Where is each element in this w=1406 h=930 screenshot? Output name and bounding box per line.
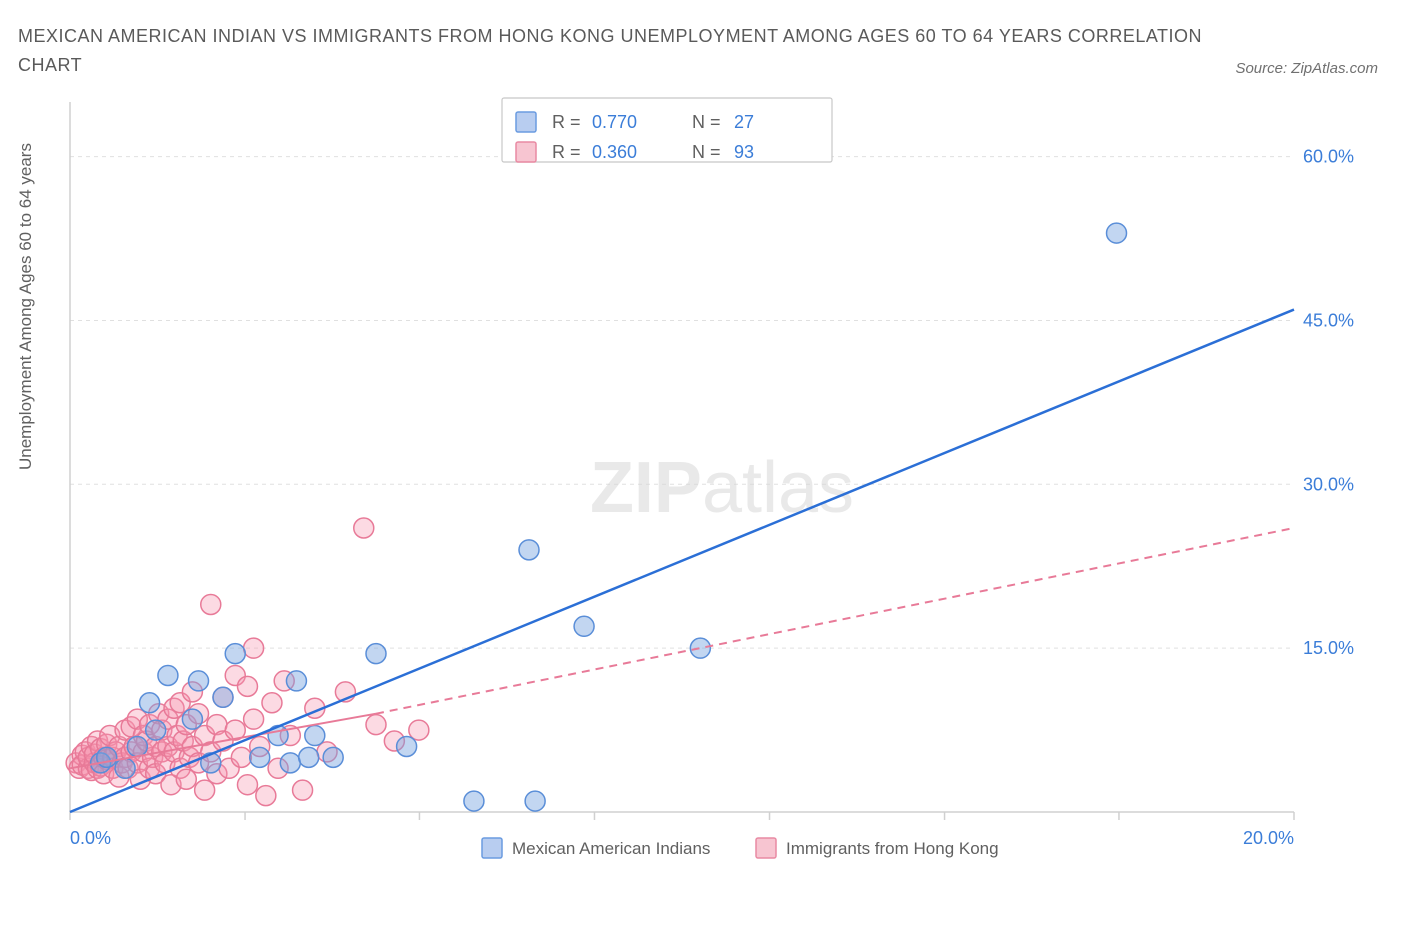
y-tick-label: 60.0% [1303,147,1354,167]
data-point [146,720,166,740]
data-point [286,671,306,691]
y-tick-label: 45.0% [1303,310,1354,330]
data-point [299,747,319,767]
data-point [574,616,594,636]
data-point [293,780,313,800]
data-point [244,709,264,729]
legend-swatch [482,838,502,858]
data-point [366,644,386,664]
data-point [354,518,374,538]
trend-line-pink-dash [376,528,1294,714]
data-point [140,693,160,713]
data-point [250,747,270,767]
stats-n-label: N = [692,142,721,162]
data-point [464,791,484,811]
data-point [1107,223,1127,243]
watermark: ZIPatlas [590,448,854,528]
data-point [244,638,264,658]
stats-n-label: N = [692,112,721,132]
legend-label: Immigrants from Hong Kong [786,839,999,858]
y-tick-label: 30.0% [1303,474,1354,494]
chart-svg: 15.0% 30.0% 45.0% 60.0% ZIPatlas 0.0% 20.0% R =… [62,92,1382,872]
x-tick-label: 0.0% [70,828,111,848]
legend-swatch [516,112,536,132]
data-point [397,736,417,756]
data-point [256,786,276,806]
data-point [97,747,117,767]
data-point [519,540,539,560]
data-point [189,671,209,691]
stats-r-value: 0.770 [592,112,637,132]
data-point [323,747,343,767]
data-point [115,758,135,778]
y-axis-label: Unemployment Among Ages 60 to 64 years [16,143,36,470]
x-tick-label: 20.0% [1243,828,1294,848]
legend-swatch [516,142,536,162]
chart-title: MEXICAN AMERICAN INDIAN VS IMMIGRANTS FR… [18,22,1206,80]
data-point [237,676,257,696]
y-tick-label: 15.0% [1303,638,1354,658]
data-point [280,753,300,773]
stats-r-value: 0.360 [592,142,637,162]
data-point [366,715,386,735]
data-point [231,747,251,767]
stats-r-label: R = [552,112,581,132]
stats-n-value: 27 [734,112,754,132]
data-point [690,638,710,658]
data-point [158,665,178,685]
data-point [262,693,282,713]
source-attribution: Source: ZipAtlas.com [1235,60,1378,77]
legend-swatch [756,838,776,858]
data-point [213,687,233,707]
data-point [525,791,545,811]
legend-label: Mexican American Indians [512,839,710,858]
data-point [182,709,202,729]
data-point [127,736,147,756]
trend-line-blue [70,310,1294,812]
data-point [305,726,325,746]
scatter-chart: 15.0% 30.0% 45.0% 60.0% ZIPatlas 0.0% 20.0% R =… [62,92,1382,872]
stats-n-value: 93 [734,142,754,162]
stats-r-label: R = [552,142,581,162]
data-point [201,594,221,614]
data-point [237,775,257,795]
data-point [225,644,245,664]
